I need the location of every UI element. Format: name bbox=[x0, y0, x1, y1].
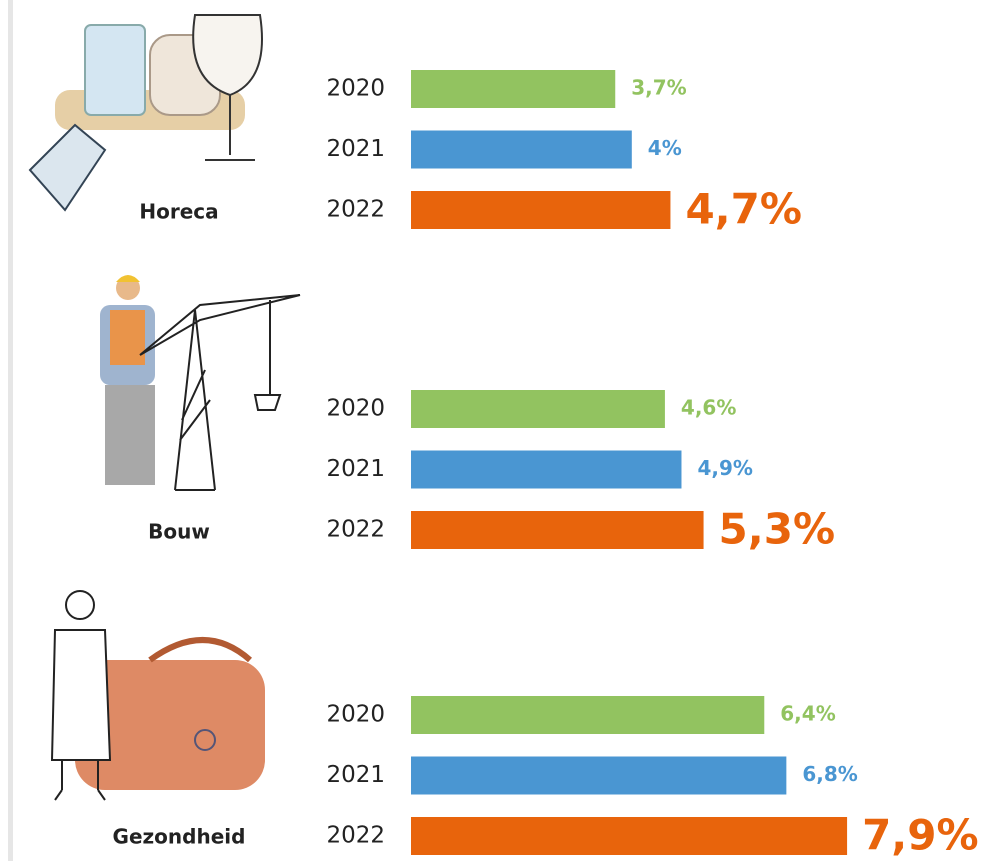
bar bbox=[411, 70, 615, 108]
value-label: 4,7% bbox=[685, 185, 801, 234]
group-title: Gezondheid bbox=[113, 825, 246, 849]
illustration-bouw bbox=[100, 275, 300, 490]
group-title: Horeca bbox=[139, 200, 218, 224]
value-label: 6,8% bbox=[802, 762, 857, 786]
bar bbox=[411, 757, 786, 795]
bar bbox=[411, 451, 681, 489]
value-label: 5,3% bbox=[719, 505, 835, 554]
bar bbox=[411, 696, 764, 734]
value-label: 4,6% bbox=[681, 396, 736, 420]
value-label: 6,4% bbox=[780, 702, 835, 726]
illustration-horeca bbox=[30, 15, 262, 210]
group-title: Bouw bbox=[148, 520, 210, 544]
year-label: 2021 bbox=[326, 762, 385, 788]
bar bbox=[411, 817, 847, 855]
year-label: 2020 bbox=[326, 76, 385, 102]
year-label: 2021 bbox=[326, 136, 385, 162]
year-label: 2020 bbox=[326, 702, 385, 728]
bar bbox=[411, 131, 632, 169]
chart: Horeca 2020 3,7% 2021 4% 2022 4,7% Bouw 2020 4,6%… bbox=[0, 0, 1008, 861]
value-label: 7,9% bbox=[862, 811, 978, 860]
year-label: 2020 bbox=[326, 396, 385, 422]
value-label: 4% bbox=[648, 136, 682, 160]
year-label: 2022 bbox=[326, 517, 385, 543]
bar bbox=[411, 390, 665, 428]
value-label: 3,7% bbox=[631, 76, 686, 100]
year-label: 2021 bbox=[326, 456, 385, 482]
year-label: 2022 bbox=[326, 823, 385, 849]
year-label: 2022 bbox=[326, 197, 385, 223]
value-label: 4,9% bbox=[697, 456, 752, 480]
bar bbox=[411, 191, 670, 229]
illustration-gezondheid bbox=[52, 591, 265, 800]
bar bbox=[411, 511, 704, 549]
side-rule bbox=[8, 0, 13, 861]
